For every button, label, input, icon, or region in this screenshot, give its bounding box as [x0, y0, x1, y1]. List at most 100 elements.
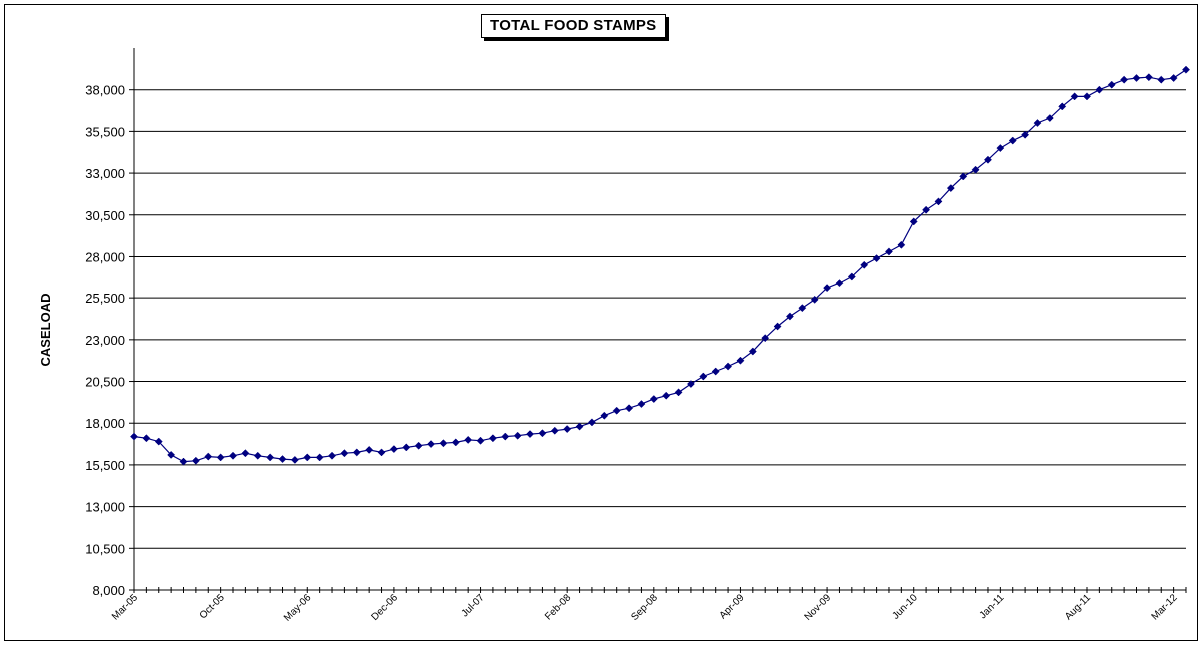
data-point [216, 453, 225, 462]
data-point [662, 391, 671, 400]
data-point [872, 254, 881, 263]
chart-title: TOTAL FOOD STAMPS [481, 14, 666, 38]
data-point [439, 439, 448, 448]
data-point [1021, 130, 1030, 139]
chart-frame [4, 4, 1198, 641]
data-point [1157, 75, 1166, 84]
data-point [649, 395, 658, 404]
data-point [167, 450, 176, 459]
data-point [736, 356, 745, 365]
x-tick-label: Sep-08 [629, 592, 660, 623]
data-point [1045, 114, 1054, 122]
axes [133, 48, 1186, 591]
data-point [451, 438, 460, 447]
data-point [860, 260, 869, 269]
x-tick-label: Nov-09 [803, 592, 834, 623]
x-tick-label: Apr-09 [718, 592, 747, 621]
data-point [785, 312, 794, 321]
data-point [266, 453, 275, 462]
data-point [352, 448, 361, 457]
gridlines [134, 89, 1186, 549]
data-point [1070, 92, 1079, 101]
data-point [897, 240, 906, 249]
data-point [612, 406, 621, 415]
data-point [600, 411, 609, 420]
data-point [1058, 102, 1067, 111]
data-point [142, 434, 151, 443]
data-point [513, 431, 522, 440]
data-point [402, 443, 411, 452]
data-point [365, 445, 374, 454]
data-point [625, 404, 634, 413]
data-point [154, 437, 163, 446]
data-point [427, 440, 435, 449]
y-tick-label: 23,000 [85, 333, 125, 348]
data-point [550, 426, 559, 435]
x-tick-label: Oct-05 [198, 592, 227, 621]
data-point [699, 372, 708, 381]
data-point [315, 453, 324, 462]
y-tick-label: 38,000 [85, 83, 125, 98]
y-tick-label: 13,000 [85, 500, 125, 515]
data-point [637, 400, 646, 409]
data-point [389, 445, 398, 454]
data-point [241, 449, 250, 458]
data-point [909, 217, 918, 226]
data-point [971, 165, 980, 174]
data-point [253, 451, 262, 460]
y-tick-label: 20,500 [85, 375, 125, 390]
data-point [711, 367, 720, 376]
data-point [476, 436, 485, 445]
data-point [686, 380, 695, 388]
y-tick-label: 18,000 [85, 416, 125, 431]
data-point [1144, 73, 1153, 82]
data-point [340, 449, 349, 458]
data-point [798, 304, 807, 313]
data-point [1095, 85, 1104, 94]
data-point [575, 422, 584, 431]
data-point [835, 279, 844, 288]
data-point [501, 432, 510, 441]
data-point [773, 322, 782, 331]
data-point [847, 272, 856, 281]
y-tick-label: 10,500 [85, 541, 125, 556]
data-point [922, 205, 931, 214]
data-point [488, 434, 497, 443]
data-point [1083, 92, 1091, 101]
data-point [674, 388, 683, 397]
data-point [984, 155, 992, 164]
x-tick-label: Jan-11 [978, 592, 1007, 621]
data-point [526, 430, 535, 439]
data-point [761, 334, 770, 343]
data-point [1182, 65, 1190, 74]
data-point [946, 184, 955, 193]
data-point [748, 347, 757, 356]
y-tick-label: 8,000 [92, 583, 125, 598]
data-point [587, 418, 596, 427]
y-tick-label: 33,000 [85, 166, 125, 181]
data-point [934, 197, 943, 206]
y-axis-label: CASELOAD [38, 294, 53, 367]
data-point [823, 284, 832, 293]
x-axis-ticks: Mar-05 Oct-05 May-06 Dec-06 Jul-07 Feb-08 Sep-… [110, 587, 1187, 624]
y-axis-ticks: 8,000 10,500 13,000 15,500 18,000 20,500 23,00… [85, 83, 134, 598]
data-point [290, 455, 299, 464]
data-point [810, 295, 819, 304]
series-line [133, 69, 1187, 463]
data-point [130, 432, 138, 441]
y-tick-label: 28,000 [85, 249, 125, 264]
x-tick-label: Jul-07 [460, 592, 487, 619]
data-point [538, 429, 547, 438]
x-tick-label: Dec-06 [369, 592, 400, 623]
series-caseload [130, 65, 1190, 466]
x-tick-label: Feb-08 [543, 592, 573, 622]
y-tick-label: 25,500 [85, 291, 125, 306]
data-point [1008, 136, 1017, 145]
data-point [996, 144, 1005, 153]
data-point [278, 455, 287, 464]
y-tick-label: 30,500 [85, 208, 125, 223]
y-tick-label: 15,500 [85, 458, 125, 473]
data-point [464, 435, 473, 444]
data-point [959, 172, 968, 181]
